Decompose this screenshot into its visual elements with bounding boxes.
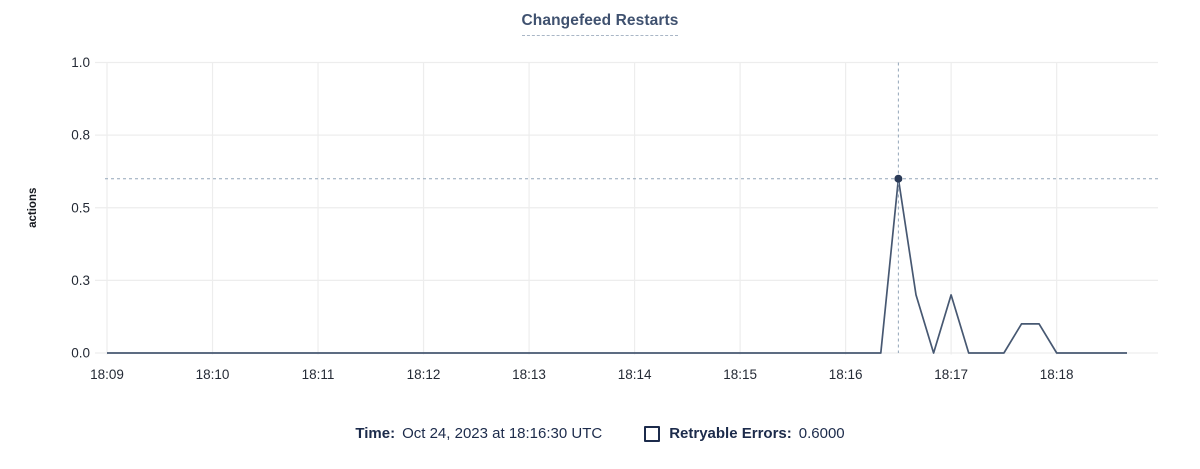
legend-item-retryable-errors[interactable]: Retryable Errors: 0.6000 xyxy=(644,425,845,442)
x-tick-label: 18:17 xyxy=(934,367,968,382)
y-tick-label: 0.5 xyxy=(71,200,90,215)
x-tick-label: 18:10 xyxy=(196,367,230,382)
y-axis-title: actions xyxy=(27,188,39,228)
chart-header: Changefeed Restarts xyxy=(0,12,1200,36)
x-tick-label: 18:12 xyxy=(407,367,441,382)
crosshair-dot xyxy=(894,174,903,183)
chart-title[interactable]: Changefeed Restarts xyxy=(521,12,679,36)
x-tick-label: 18:13 xyxy=(512,367,546,382)
series-line-retryable-errors xyxy=(107,177,1127,354)
chart-legend: Time: Oct 24, 2023 at 18:16:30 UTC Retry… xyxy=(0,425,1200,442)
x-tick-label: 18:16 xyxy=(829,367,863,382)
legend-time-group: Time: Oct 24, 2023 at 18:16:30 UTC xyxy=(355,425,602,442)
series-label: Retryable Errors: xyxy=(669,425,792,442)
series-checkbox[interactable] xyxy=(644,425,661,442)
series-value: 0.6000 xyxy=(798,425,845,442)
x-tick-label: 18:15 xyxy=(723,367,757,382)
plot-area[interactable]: 0.0 0.3 0.5 0.8 1.0 18:09 18:10 18:11 18:12 18:13… xyxy=(0,0,1200,410)
y-tick-label: 0.8 xyxy=(71,128,90,143)
x-tick-label: 18:09 xyxy=(90,367,124,382)
x-tick-label: 18:11 xyxy=(302,367,335,382)
y-tick-label: 0.0 xyxy=(71,346,90,361)
y-tick-label: 1.0 xyxy=(71,55,90,70)
time-value: Oct 24, 2023 at 18:16:30 UTC xyxy=(402,425,603,442)
x-tick-label: 18:18 xyxy=(1040,367,1074,382)
y-tick-label: 0.3 xyxy=(71,273,90,288)
time-label: Time: xyxy=(355,425,396,442)
x-tick-label: 18:14 xyxy=(618,367,652,382)
